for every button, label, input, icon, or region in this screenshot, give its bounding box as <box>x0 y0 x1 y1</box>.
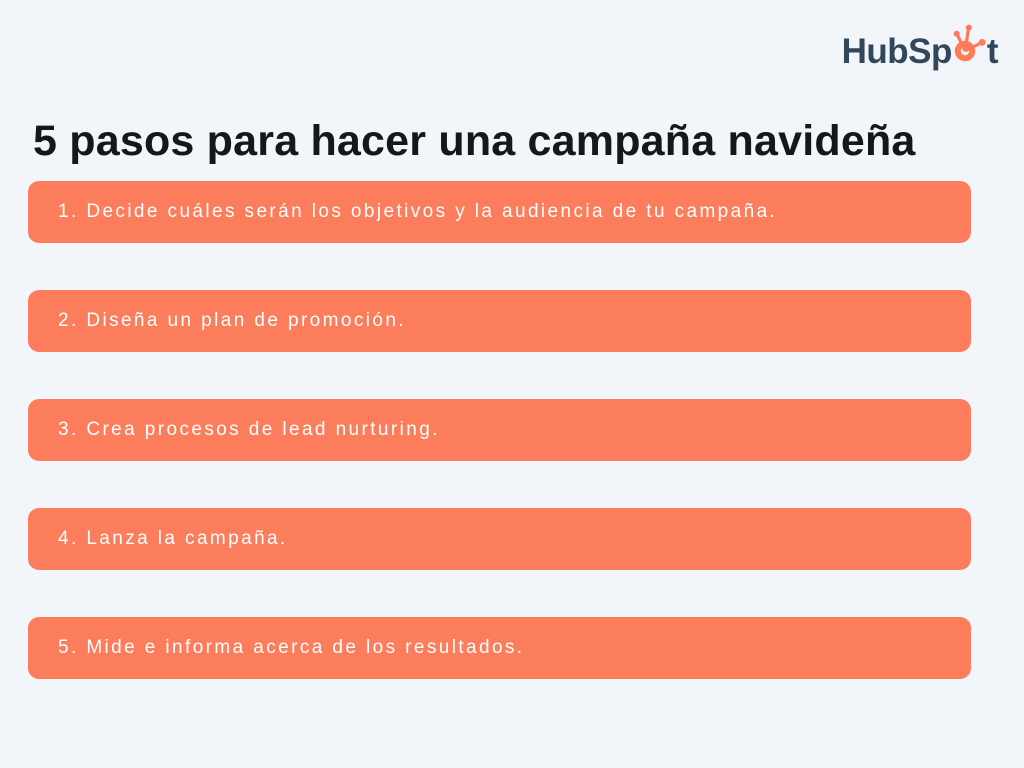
step-bar-5: 5. Mide e informa acerca de los resultad… <box>28 617 971 679</box>
step-label: 5. Mide e informa acerca de los resultad… <box>58 637 525 658</box>
page-title: 5 pasos para hacer una campaña navideña <box>33 116 916 165</box>
step-label: 3. Crea procesos de lead nurturing. <box>58 419 440 440</box>
step-label: 1. Decide cuáles serán los objetivos y l… <box>58 201 778 222</box>
step-bar-2: 2. Diseña un plan de promoción. <box>28 290 971 352</box>
logo-text-before: HubSp <box>841 32 953 71</box>
step-bar-4: 4. Lanza la campaña. <box>28 508 971 570</box>
step-label: 2. Diseña un plan de promoción. <box>58 310 406 331</box>
step-bar-1: 1. Decide cuáles serán los objetivos y l… <box>28 181 971 243</box>
step-bar-3: 3. Crea procesos de lead nurturing. <box>28 399 971 461</box>
steps-list: 1. Decide cuáles serán los objetivos y l… <box>28 181 971 679</box>
step-label: 4. Lanza la campaña. <box>58 528 288 549</box>
hubspot-sprocket-icon <box>953 21 986 64</box>
hubspot-logo: HubSp t <box>841 20 999 71</box>
logo-text-after: t <box>986 32 999 71</box>
